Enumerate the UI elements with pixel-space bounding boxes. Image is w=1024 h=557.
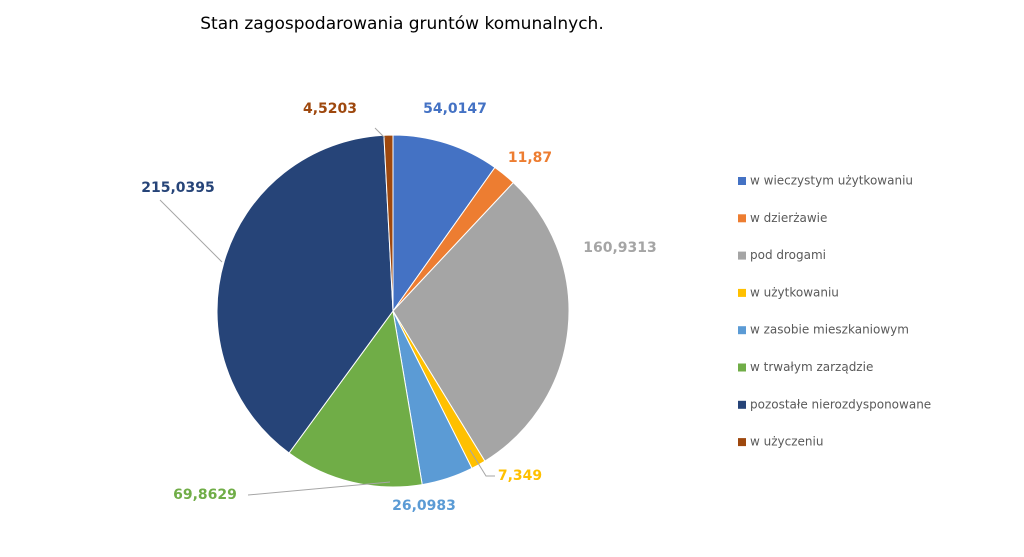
- pie-slice: [392, 181, 570, 462]
- legend-swatch: [738, 326, 746, 335]
- legend-swatch: [738, 288, 746, 297]
- leader-line: [469, 449, 495, 477]
- leader-line: [159, 199, 223, 263]
- pie-slice: [288, 309, 423, 488]
- legend-label: w użyczeniu: [750, 435, 823, 449]
- data-label: 11,87: [508, 150, 552, 166]
- legend-label: w wieczystym użytkowaniu: [750, 174, 913, 188]
- data-label: 4,5203: [303, 101, 357, 117]
- pie-slice: [383, 134, 394, 312]
- legend-label: w zasobie mieszkaniowym: [750, 323, 909, 337]
- data-label: 215,0395: [141, 180, 215, 196]
- leader-line: [247, 481, 391, 496]
- leader-line: [374, 127, 386, 139]
- legend-swatch: [738, 214, 746, 223]
- pie-slice: [216, 134, 394, 454]
- pie-slice: [392, 134, 496, 313]
- legend-swatch: [738, 251, 746, 260]
- legend-swatch: [738, 177, 746, 185]
- legend-label: w użytkowaniu: [750, 285, 839, 299]
- data-label: 69,8629: [173, 487, 237, 503]
- legend-label: w trwałym zarządzie: [750, 360, 873, 374]
- data-label: 54,0147: [423, 101, 487, 117]
- legend-swatch: [738, 438, 746, 447]
- data-label: 7,349: [498, 468, 542, 484]
- legend-label: pod drogami: [750, 248, 826, 262]
- legend-swatch: [738, 400, 746, 409]
- legend-label: pozostałe nierozdysponowane: [750, 397, 931, 411]
- data-label: 160,9313: [583, 240, 657, 256]
- legend-label: w dzierżawie: [750, 211, 827, 225]
- data-label: 26,0983: [392, 498, 456, 514]
- legend-swatch: [738, 363, 746, 372]
- chart-title: Stan zagospodarowania gruntów komunalnyc…: [200, 14, 603, 34]
